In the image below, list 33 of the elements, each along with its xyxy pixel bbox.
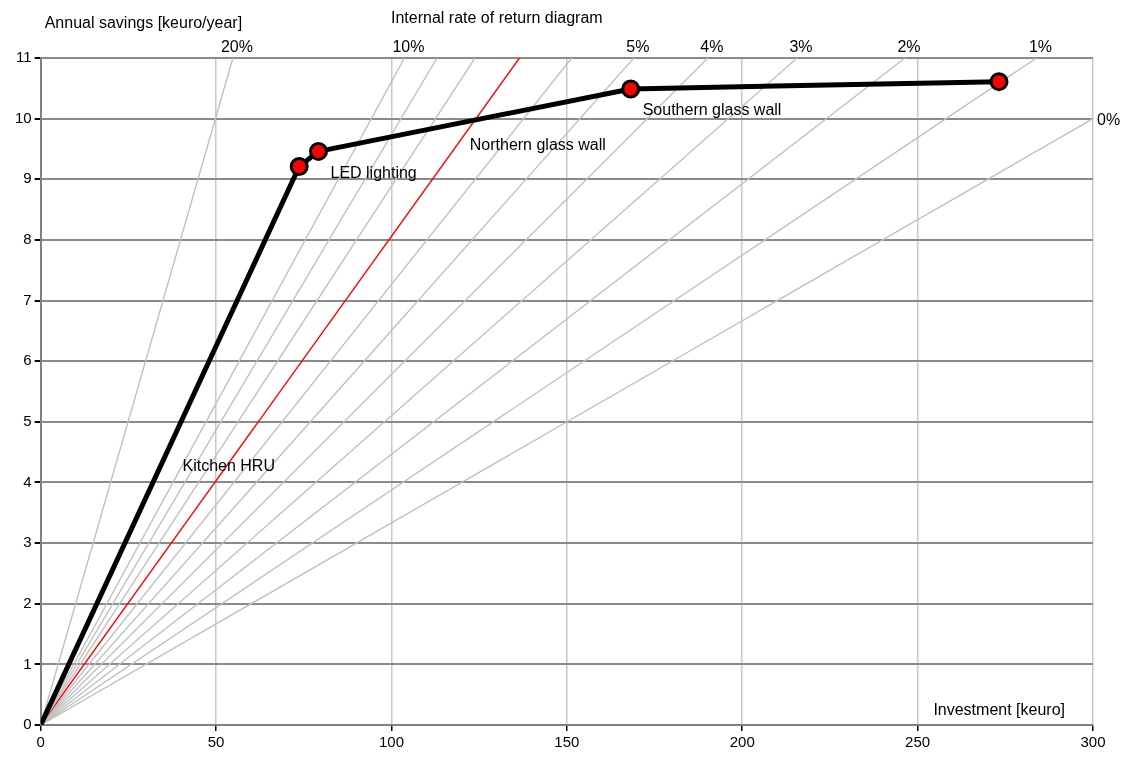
series-label: 4% — [700, 38, 724, 55]
x-tick-label: 250 — [905, 733, 931, 751]
x-tick-label: 50 — [207, 733, 225, 751]
x-tick-label: 0 — [36, 733, 45, 751]
annotation: Southern glass wall — [642, 101, 782, 119]
series-label: 20% — [220, 38, 253, 55]
y-tick-label: 1 — [23, 654, 32, 672]
series-label: 2% — [897, 38, 921, 55]
y-tick-label: 2 — [23, 593, 32, 611]
y-tick-label: 10 — [15, 108, 32, 126]
x-tick-label: 100 — [378, 733, 404, 751]
x-axis-title: Investment [keuro] — [933, 701, 1065, 718]
series-label: 3% — [789, 38, 813, 55]
y-tick-label: 5 — [23, 411, 32, 429]
annotation: LED lighting — [330, 163, 417, 181]
x-tick-label: 150 — [554, 733, 580, 751]
y-tick-label: 7 — [23, 290, 32, 308]
x-tick-label: 300 — [1080, 733, 1106, 751]
y-tick-label: 11 — [16, 48, 32, 66]
chart-title: Internal rate of return diagram — [391, 9, 603, 26]
y-axis-title: Annual savings [keuro/year] — [44, 14, 243, 31]
series-label: 5% — [626, 38, 650, 55]
x-tick-label: 200 — [729, 733, 755, 751]
annotation: Northern glass wall — [469, 135, 606, 153]
y-tick-label: 3 — [23, 533, 32, 551]
y-tick-label: 8 — [23, 230, 32, 248]
y-tick-label: 6 — [23, 351, 32, 369]
series-label: 10% — [392, 38, 425, 55]
series-label: 1% — [1028, 38, 1053, 55]
y-tick-label: 0 — [23, 715, 32, 733]
y-tick-label: 4 — [23, 472, 32, 490]
series-label: 0% — [1097, 110, 1121, 128]
y-tick-label: 9 — [23, 169, 32, 187]
